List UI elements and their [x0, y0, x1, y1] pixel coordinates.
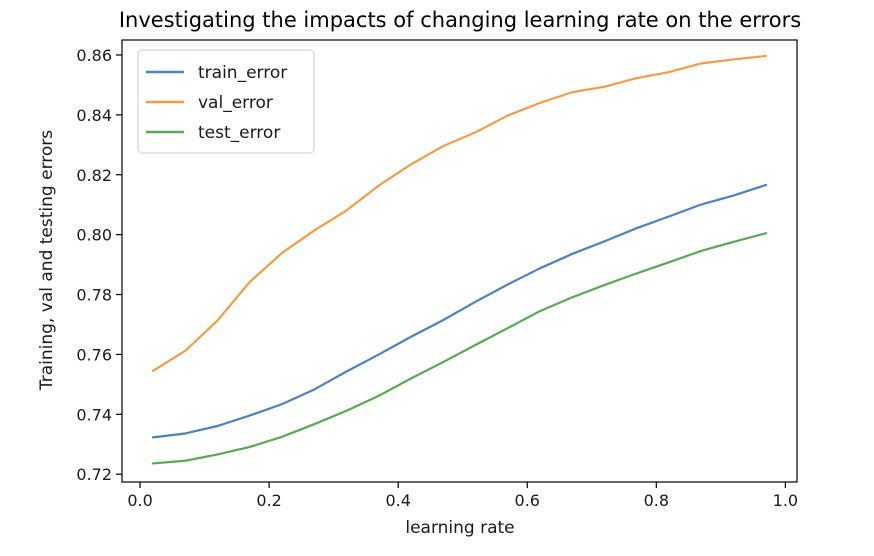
y-tick-label: 0.86	[76, 46, 112, 65]
chart-title: Investigating the impacts of changing le…	[119, 8, 801, 32]
legend-box	[137, 49, 315, 154]
y-tick-label: 0.74	[76, 405, 112, 424]
series-line-test-error	[151, 232, 768, 465]
y-tick-label: 0.76	[76, 345, 112, 364]
series-group	[151, 54, 768, 465]
legend: train_error val_error test_error	[137, 49, 315, 154]
plot-frame	[121, 39, 798, 483]
x-tick-label: 0.2	[256, 491, 281, 510]
x-axis-label: learning rate	[405, 518, 514, 538]
y-tick-label: 0.82	[76, 166, 112, 185]
series-line-train-error	[151, 183, 768, 439]
x-tick-label: 1.0	[773, 491, 798, 510]
x-axis-ticks: 0.0 0.2 0.4 0.6 0.8 1.0	[127, 482, 798, 510]
y-axis-ticks: 0.72 0.74 0.76 0.78 0.80 0.82 0.84 0.86	[76, 46, 122, 484]
x-tick-label: 0.4	[385, 491, 410, 510]
y-tick-label: 0.80	[76, 226, 112, 245]
x-tick-label: 0.6	[515, 491, 540, 510]
legend-items: train_error val_error test_error	[146, 63, 287, 143]
y-tick-label: 0.72	[76, 465, 112, 484]
y-tick-label: 0.78	[76, 286, 112, 305]
y-axis-label: Training, val and testing errors	[37, 130, 57, 391]
y-tick-label: 0.84	[76, 106, 112, 125]
legend-label-test-error: test_error	[198, 123, 280, 143]
x-tick-label: 0.0	[127, 491, 152, 510]
x-tick-label: 0.8	[644, 491, 669, 510]
plot-area: 0.0 0.2 0.4 0.6 0.8 1.0 0.720.740.760.780.800…	[76, 39, 798, 510]
legend-label-train-error: train_error	[198, 63, 287, 83]
series-line-val-error	[151, 54, 768, 372]
legend-label-val-error: val_error	[198, 93, 273, 113]
